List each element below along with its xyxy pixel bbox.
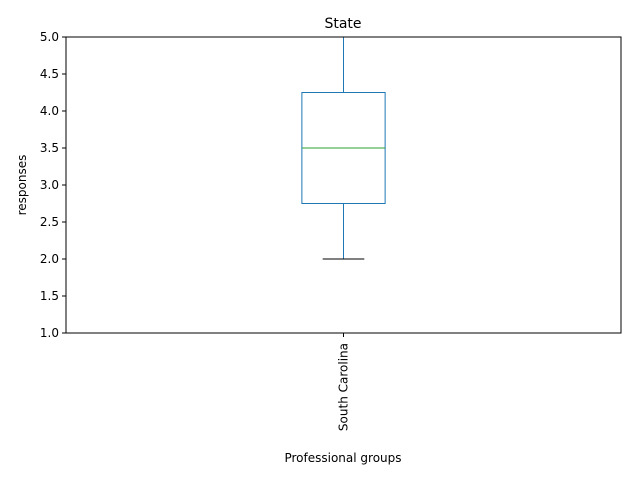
chart-title: State	[324, 16, 361, 32]
plot-frame	[65, 36, 622, 334]
y-tick-label: 3.0	[40, 178, 59, 192]
y-tick-label: 3.5	[40, 141, 59, 155]
y-tick-label: 2.5	[40, 215, 59, 229]
x-axis-ticks: South Carolina	[337, 333, 351, 431]
y-tick-label: 4.5	[40, 67, 59, 81]
y-tick-label: 5.0	[40, 30, 59, 44]
y-axis-ticks: 1.0 1.5 2.0 2.5 3.0 3.5 4.0 4.5 5.0	[40, 30, 66, 340]
x-axis-label: Professional groups	[284, 451, 401, 465]
y-tick-label: 2.0	[40, 252, 59, 266]
y-tick-label: 1.0	[40, 326, 59, 340]
y-tick-label: 4.0	[40, 104, 59, 118]
x-tick-label: South Carolina	[337, 343, 351, 431]
y-tick-label: 1.5	[40, 289, 59, 303]
y-axis-label: responses	[15, 155, 29, 216]
